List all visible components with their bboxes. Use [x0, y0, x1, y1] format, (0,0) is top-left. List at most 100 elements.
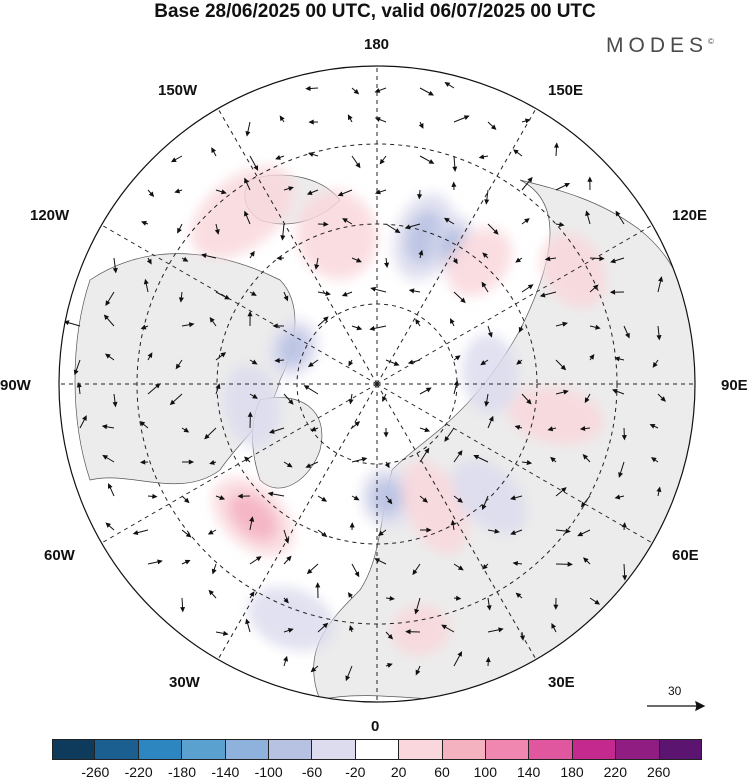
wind-vector	[580, 495, 591, 508]
wind-vector	[351, 155, 361, 169]
wind-vector	[283, 655, 289, 667]
wind-vector	[512, 560, 523, 566]
wind-vector	[656, 486, 662, 497]
wind-vector	[621, 427, 627, 441]
wind-vector	[308, 119, 319, 125]
wind-vector	[609, 289, 625, 295]
wind-vector	[478, 154, 489, 160]
wind-vector	[385, 631, 394, 640]
wind-vector	[555, 389, 569, 395]
wind-vector	[521, 284, 534, 293]
wind-vector	[412, 563, 421, 576]
colorbar	[52, 739, 703, 760]
wind-vector	[317, 495, 328, 502]
wind-vector	[555, 561, 573, 567]
copyright-mark: ©	[708, 37, 714, 46]
wind-vector	[385, 223, 401, 234]
wind-vector	[482, 563, 489, 570]
wind-vector	[480, 359, 489, 366]
wind-vector	[589, 324, 601, 330]
wind-vector	[200, 253, 217, 259]
colorbar-cell	[269, 739, 313, 760]
wind-vector	[306, 563, 319, 575]
wind-vector	[481, 495, 489, 511]
wind-vector	[379, 155, 387, 165]
wind-vector	[487, 627, 504, 633]
wind-vector	[652, 359, 659, 368]
positive-anomaly	[390, 604, 451, 656]
wind-vector	[310, 426, 319, 432]
reference-vector-label: 30	[668, 684, 682, 698]
wind-vector	[209, 316, 217, 327]
wind-vector	[589, 255, 605, 262]
wind-vector	[515, 592, 523, 599]
wind-vector	[107, 483, 115, 497]
wind-vector	[181, 495, 190, 504]
colorbar-ticks: -260 -220 -180 -140 -100 -60 -20 20 60 100 140 180 2…	[52, 764, 702, 782]
wind-vector	[384, 461, 390, 469]
wind-vector	[443, 217, 455, 225]
wind-vector	[451, 181, 457, 191]
wind-vector	[315, 582, 321, 599]
wind-vector	[249, 359, 258, 365]
wind-vector	[244, 456, 251, 463]
wind-vector	[453, 291, 466, 304]
wind-vector	[377, 529, 387, 536]
positive-anomaly	[401, 460, 468, 555]
wind-vector	[444, 427, 455, 442]
wind-vector	[279, 115, 285, 123]
wind-vector	[351, 87, 360, 95]
graticule	[59, 66, 695, 702]
wind-vector	[351, 421, 361, 429]
wind-vector	[143, 278, 149, 293]
wind-vector	[487, 415, 494, 429]
wind-vector	[182, 459, 195, 465]
wind-vector	[510, 495, 523, 501]
wind-vector	[621, 522, 627, 531]
colorbar-tick-label: -60	[301, 764, 323, 780]
wind-vector	[544, 256, 557, 262]
wind-vectors	[63, 81, 666, 682]
wind-vector	[208, 589, 217, 599]
lon-label-120e: 120E	[672, 207, 708, 224]
wind-vector	[521, 460, 533, 466]
wind-vector	[407, 359, 421, 365]
wind-vector	[585, 210, 591, 225]
wind-vector	[215, 630, 229, 636]
wind-vector	[283, 627, 294, 633]
wind-vector	[351, 563, 360, 578]
wind-vector	[487, 121, 497, 130]
wind-vector	[516, 359, 523, 365]
wind-vector	[623, 325, 630, 339]
wind-vector	[589, 353, 595, 361]
colorbar-tick-label: 220	[603, 764, 628, 780]
wind-vector	[247, 411, 253, 429]
wind-vector	[181, 427, 190, 433]
lon-label-90w: 90W	[0, 377, 31, 394]
wind-vector	[249, 291, 257, 296]
wind-vector	[314, 257, 320, 270]
wind-vector	[415, 665, 421, 676]
wind-vector	[650, 457, 659, 463]
wind-vector	[177, 223, 183, 234]
wind-vector	[551, 622, 557, 633]
wind-vector	[237, 493, 251, 499]
wind-vector	[139, 420, 149, 429]
wind-vector	[147, 189, 155, 198]
colorbar-cell	[616, 739, 660, 760]
wind-vector	[385, 595, 395, 601]
wind-vector	[147, 352, 153, 361]
wind-vector	[249, 556, 262, 565]
colorbar-cell	[572, 739, 617, 760]
wind-vector	[351, 257, 362, 263]
negative-anomaly	[451, 458, 527, 534]
wind-vector	[384, 257, 390, 269]
wind-vector	[420, 527, 432, 533]
colorbar-tick-label: -260	[81, 764, 110, 780]
lon-label-150w: 150W	[158, 82, 198, 99]
wind-vector	[555, 182, 571, 191]
wind-vector	[207, 529, 217, 535]
wind-vector	[486, 597, 492, 611]
meridian-line	[101, 224, 378, 385]
